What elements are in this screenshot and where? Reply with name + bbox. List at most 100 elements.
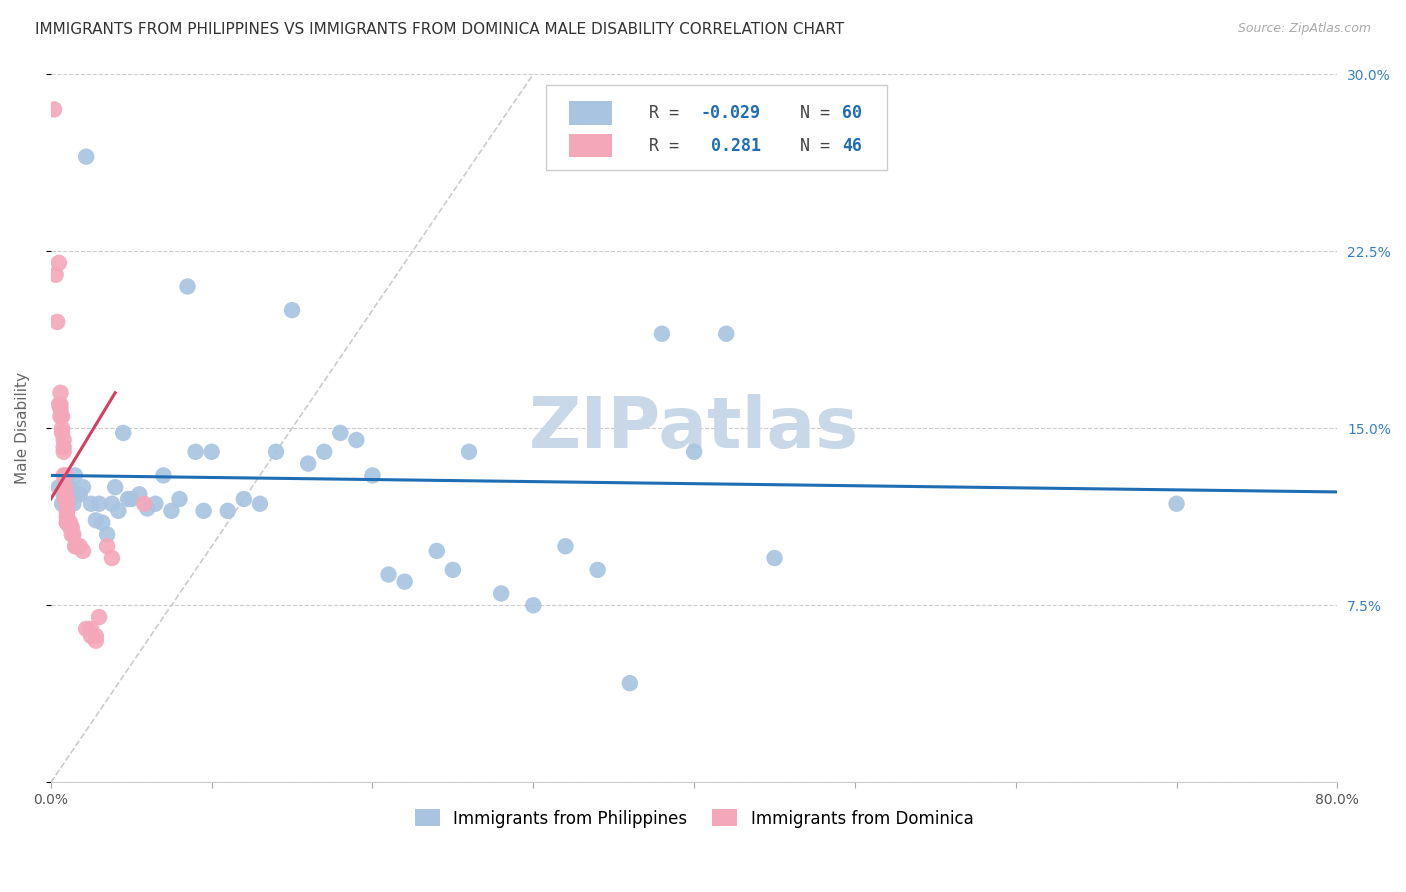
Point (56, 504, 79, 518)
Point (51, 425, 73, 440)
Point (52, 487, 75, 501)
Point (52, 468, 75, 483)
Point (232, 491, 254, 506)
Point (522, 599, 544, 613)
Point (281, 303, 304, 318)
Point (72, 544, 94, 558)
Text: Source: ZipAtlas.com: Source: ZipAtlas.com (1237, 22, 1371, 36)
Point (65, 539, 87, 553)
Point (91, 516, 114, 530)
Point (52, 433, 75, 447)
Point (84, 513, 107, 527)
Legend: Immigrants from Philippines, Immigrants from Dominica: Immigrants from Philippines, Immigrants … (408, 803, 980, 834)
Point (80, 629, 103, 643)
Point (56, 475, 79, 490)
Point (59, 491, 82, 506)
Point (53, 491, 76, 506)
Point (59, 516, 82, 530)
Point (59, 520, 82, 534)
Point (56, 516, 79, 530)
Point (489, 586, 512, 600)
Point (53, 484, 76, 499)
Point (96, 539, 118, 553)
Point (619, 676, 641, 690)
Point (145, 497, 167, 511)
Point (87, 610, 110, 624)
Point (217, 504, 239, 518)
Point (441, 563, 464, 577)
Text: N =: N = (780, 104, 841, 122)
Point (344, 433, 367, 447)
Point (160, 504, 183, 518)
Point (458, 444, 481, 458)
Point (60, 527, 83, 541)
Point (683, 444, 706, 458)
Point (75, 150, 97, 164)
Point (763, 551, 786, 566)
Point (152, 468, 174, 483)
FancyBboxPatch shape (569, 134, 612, 157)
Point (46, 315, 69, 329)
Point (117, 491, 139, 506)
Point (53, 491, 76, 506)
Point (49, 409, 72, 424)
Point (249, 497, 271, 511)
Point (48, 398, 70, 412)
Point (65, 487, 87, 501)
Point (120, 491, 142, 506)
Point (48, 480, 70, 494)
Point (377, 567, 399, 582)
Point (52, 440, 75, 454)
Point (96, 527, 118, 541)
Point (84, 629, 107, 643)
Point (264, 444, 287, 458)
Point (84, 633, 107, 648)
Point (53, 468, 76, 483)
Point (201, 444, 224, 458)
Point (56, 491, 79, 506)
Point (51, 421, 73, 435)
Text: 60: 60 (842, 104, 862, 122)
Point (193, 504, 215, 518)
Point (1166, 497, 1188, 511)
FancyBboxPatch shape (569, 101, 612, 125)
Point (297, 457, 319, 471)
Point (62, 527, 84, 541)
Point (716, 326, 738, 341)
Point (101, 551, 124, 566)
Point (63, 539, 86, 553)
Point (101, 497, 124, 511)
Point (314, 444, 336, 458)
Text: ZIPatlas: ZIPatlas (529, 393, 859, 463)
Point (132, 497, 155, 511)
Text: N =: N = (780, 136, 841, 154)
Point (136, 501, 159, 516)
Point (59, 480, 82, 494)
Point (56, 497, 79, 511)
Point (554, 539, 576, 553)
Point (48, 256, 70, 270)
Point (184, 444, 207, 458)
Text: 46: 46 (842, 136, 862, 154)
Point (107, 504, 129, 518)
Point (75, 622, 97, 636)
FancyBboxPatch shape (546, 85, 887, 169)
Point (56, 516, 79, 530)
Point (49, 402, 72, 417)
Point (128, 487, 150, 501)
Point (586, 563, 609, 577)
Y-axis label: Male Disability: Male Disability (15, 372, 30, 484)
Point (72, 480, 94, 494)
Point (80, 622, 103, 636)
Point (651, 326, 673, 341)
Point (62, 497, 84, 511)
Point (49, 398, 72, 412)
Point (53, 480, 76, 494)
Point (426, 544, 449, 558)
Point (63, 468, 86, 483)
Point (52, 444, 75, 458)
Point (56, 504, 79, 518)
Point (60, 520, 83, 534)
Point (56, 511, 79, 525)
Point (104, 480, 127, 494)
